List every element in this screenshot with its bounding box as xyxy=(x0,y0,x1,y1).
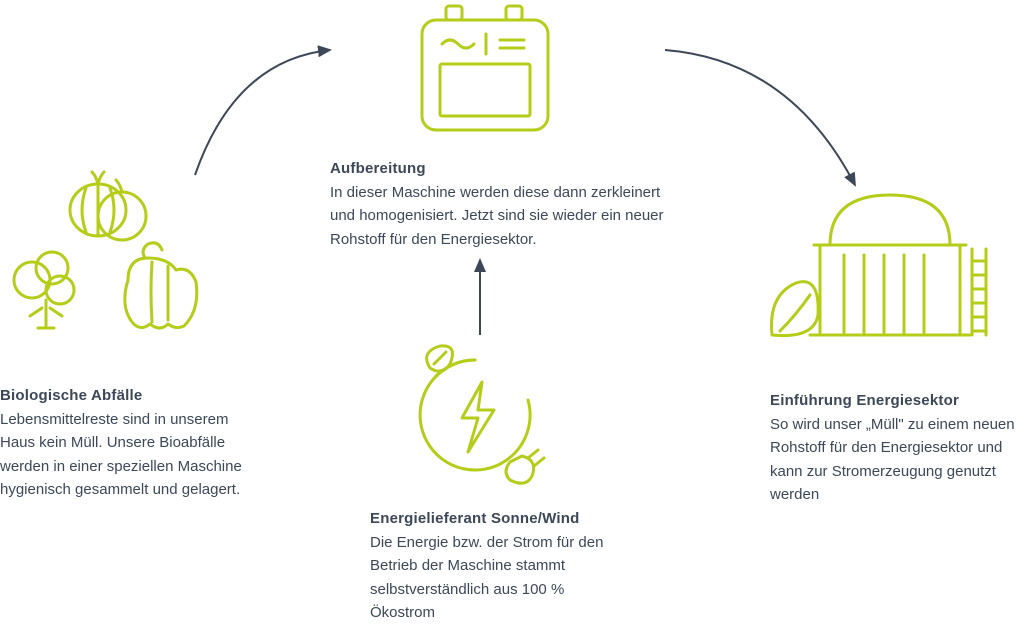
node-title: Energielieferant Sonne/Wind xyxy=(370,508,670,529)
node-processing: Aufbereitung In dieser Maschine werden d… xyxy=(330,0,690,251)
node-desc: Die Energie bzw. der Strom für den Betri… xyxy=(370,531,610,624)
diagram-stage: Biologische Abfälle Lebensmittelreste si… xyxy=(0,0,1024,639)
arrow-left-to-top xyxy=(195,50,330,175)
node-title: Aufbereitung xyxy=(330,158,690,179)
node-energy-sector: Einführung Energiesektor So wird unser „… xyxy=(770,175,1024,506)
green-energy-icon xyxy=(390,340,560,490)
biogas-plant-icon xyxy=(760,175,1000,355)
vegetables-icon xyxy=(0,170,220,330)
node-desc: In dieser Maschine werden diese dann zer… xyxy=(330,181,685,251)
node-energy-source: Energielieferant Sonne/Wind Die Energie … xyxy=(370,340,670,624)
arrow-top-to-right xyxy=(665,50,855,185)
node-desc: So wird unser „Müll" zu einem neuen Rohs… xyxy=(770,413,1024,506)
node-desc: Lebensmittelreste sind in unserem Haus k… xyxy=(0,408,260,501)
node-title: Biologische Abfälle xyxy=(0,385,260,406)
node-bio-waste: Biologische Abfälle Lebensmittelreste si… xyxy=(0,170,260,501)
node-title: Einführung Energiesektor xyxy=(770,390,1024,411)
machine-icon xyxy=(400,0,570,140)
